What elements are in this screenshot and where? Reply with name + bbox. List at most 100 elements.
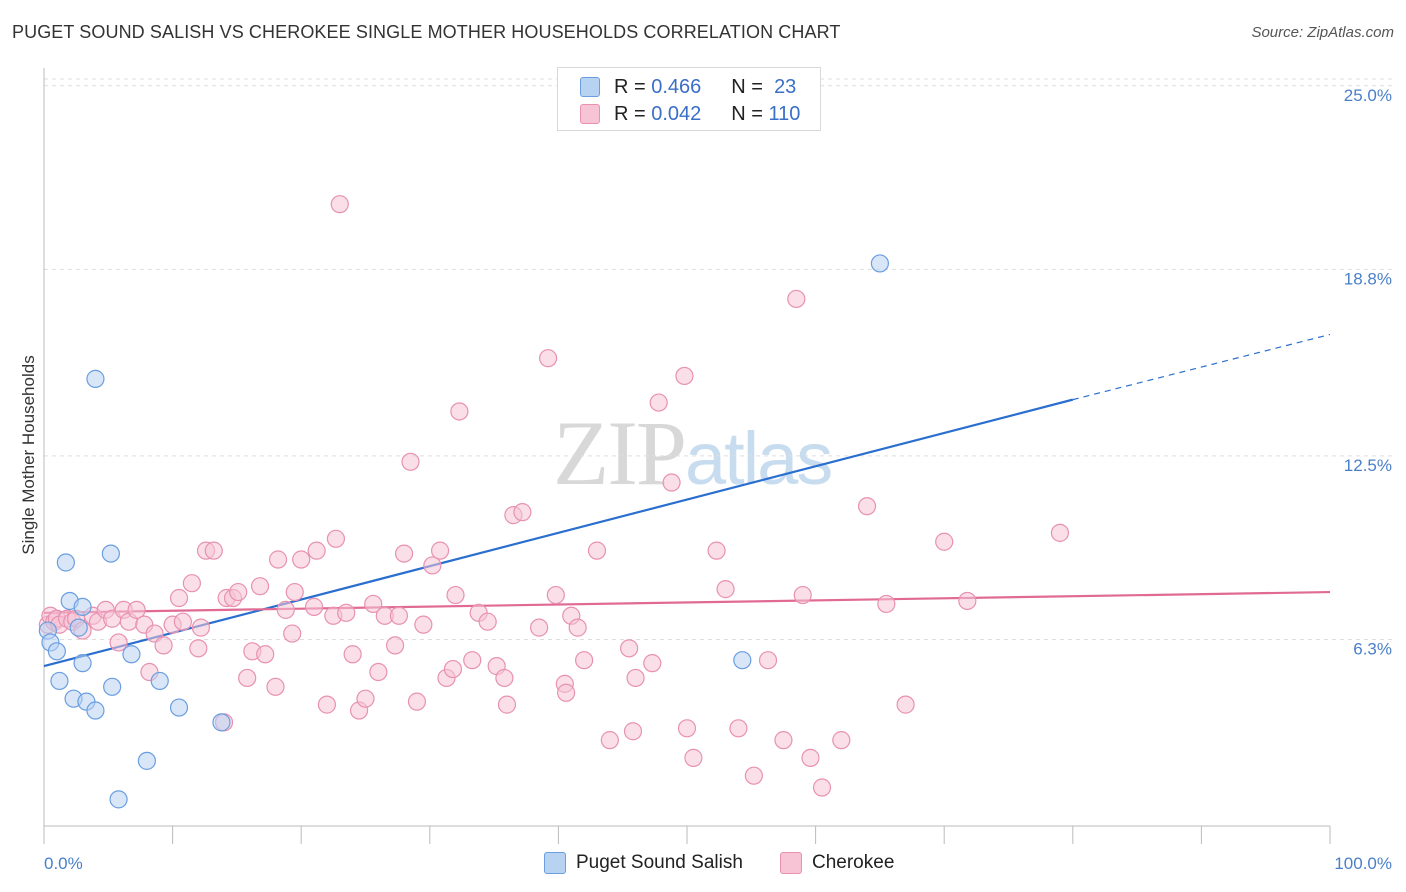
cherokee-point	[557, 683, 576, 702]
cherokee-point	[626, 668, 645, 688]
cherokee-point	[189, 639, 208, 658]
legend-item-salish[interactable]: Puget Sound Salish	[544, 852, 743, 874]
cherokee-point	[154, 636, 173, 655]
cherokee-point	[478, 612, 497, 631]
cherokee-point	[857, 497, 877, 516]
cherokee-point	[877, 594, 896, 614]
n-label: N =	[731, 75, 763, 98]
salish-point	[733, 651, 752, 670]
cherokee-point	[283, 624, 302, 643]
cherokee-point	[385, 636, 405, 655]
cherokee-point	[292, 550, 311, 569]
cherokee-point	[414, 615, 433, 634]
cherokee-point	[575, 651, 594, 670]
cherokee-point	[304, 597, 324, 616]
cherokee-point	[620, 639, 639, 658]
n-value: 23	[774, 75, 797, 98]
cherokee-point	[169, 588, 189, 608]
cherokee-point	[423, 556, 442, 575]
n-label: N =	[731, 102, 763, 125]
cherokee-point	[513, 503, 532, 522]
cherokee-legend-swatch	[780, 852, 802, 874]
salish-point	[86, 369, 105, 388]
salish-point	[73, 597, 92, 616]
cherokee-point	[684, 748, 703, 767]
cherokee-point	[389, 606, 409, 625]
cherokee-point	[812, 778, 832, 797]
salish-point	[56, 553, 75, 572]
data-points	[38, 195, 1070, 809]
cherokee-point	[109, 633, 128, 652]
legend-row-cherokee: R = 0.042 N = 110	[580, 101, 800, 127]
salish-point	[47, 642, 66, 661]
salish-point	[137, 751, 156, 770]
cherokee-point	[394, 544, 414, 563]
cherokee-point	[935, 532, 954, 551]
cherokee-point	[539, 349, 558, 368]
salish-point	[169, 698, 189, 717]
salish-point	[150, 671, 169, 691]
cherokee-point	[204, 541, 223, 560]
cherokee-point	[330, 195, 349, 214]
cherokee-point	[707, 541, 726, 560]
cherokee-point	[182, 574, 201, 593]
cherokee-point	[568, 618, 587, 637]
y-tick-label: 25.0%	[1344, 86, 1392, 105]
legend-label-cherokee: Cherokee	[812, 852, 895, 873]
r-value: 0.466	[651, 75, 702, 98]
x-tick-label: 100.0%	[1334, 854, 1392, 873]
cherokee-swatch	[580, 104, 600, 124]
cherokee-point	[430, 541, 450, 560]
watermark-atlas: atlas	[685, 417, 833, 500]
n-value: 110	[768, 102, 801, 125]
source-label: Source: ZipAtlas.com	[1251, 24, 1394, 41]
cherokee-point	[896, 695, 915, 714]
x-tick-label: 0.0%	[44, 854, 83, 873]
cherokee-point	[729, 719, 748, 738]
cherokee-point	[250, 577, 270, 596]
cherokee-point	[326, 529, 346, 548]
correlation-legend: R = 0.466 N = 23 R = 0.042 N = 110	[557, 67, 821, 131]
cherokee-point	[337, 603, 356, 622]
salish-swatch	[580, 77, 600, 97]
salish-trend-line	[43, 398, 1074, 668]
cherokee-trend-line	[43, 590, 1331, 614]
cherokee-point	[530, 618, 549, 637]
cherokee-point	[495, 668, 514, 688]
cherokee-point	[649, 393, 668, 412]
cherokee-point	[343, 645, 362, 664]
y-tick-label: 18.8%	[1344, 269, 1392, 288]
cherokee-point	[787, 289, 806, 309]
salish-point	[103, 677, 122, 696]
cherokee-point	[307, 541, 326, 560]
cherokee-point	[546, 585, 565, 605]
legend-label-salish: Puget Sound Salish	[576, 852, 743, 873]
chart-title: PUGET SOUND SALISH VS CHEROKEE SINGLE MO…	[12, 22, 841, 42]
cherokee-point	[677, 719, 697, 738]
cherokee-point	[675, 366, 694, 386]
cherokee-point	[266, 677, 285, 696]
y-axis-title: Single Mother Households	[19, 355, 38, 554]
salish-point	[101, 544, 120, 563]
cherokee-point	[587, 541, 607, 560]
cherokee-point	[958, 591, 977, 611]
cherokee-point	[229, 582, 248, 602]
cherokee-point	[744, 766, 763, 785]
cherokee-point	[268, 550, 288, 569]
cherokee-point	[774, 731, 793, 750]
cherokee-point	[191, 618, 210, 637]
cherokee-point	[463, 651, 482, 670]
cherokee-point	[276, 600, 295, 619]
cherokee-point	[173, 612, 192, 631]
r-value: 0.042	[651, 102, 702, 125]
salish-point	[870, 254, 890, 273]
cherokee-point	[364, 594, 383, 614]
cherokee-point	[662, 473, 681, 492]
cherokee-point	[238, 668, 257, 688]
legend-row-salish: R = 0.466 N = 23	[580, 74, 796, 100]
legend-item-cherokee[interactable]: Cherokee	[780, 852, 894, 874]
cherokee-point	[369, 662, 388, 682]
cherokee-point	[356, 689, 375, 708]
cherokee-point	[446, 585, 465, 605]
cherokee-point	[623, 722, 643, 741]
